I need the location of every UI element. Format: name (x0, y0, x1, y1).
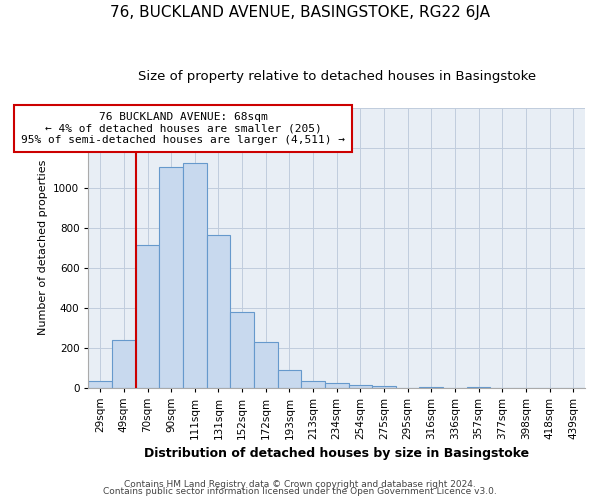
Text: Contains public sector information licensed under the Open Government Licence v3: Contains public sector information licen… (103, 487, 497, 496)
Text: 76 BUCKLAND AVENUE: 68sqm
← 4% of detached houses are smaller (205)
95% of semi-: 76 BUCKLAND AVENUE: 68sqm ← 4% of detach… (21, 112, 345, 146)
Bar (278, 370, 301, 388)
Bar (349, 384, 372, 388)
Bar (88, 380, 112, 388)
X-axis label: Distribution of detached houses by size in Basingstoke: Distribution of detached houses by size … (144, 447, 529, 460)
Bar (467, 387, 490, 388)
Bar (136, 244, 160, 388)
Bar (254, 342, 278, 388)
Y-axis label: Number of detached properties: Number of detached properties (38, 160, 47, 336)
Bar (112, 340, 136, 388)
Bar (230, 312, 254, 388)
Text: 76, BUCKLAND AVENUE, BASINGSTOKE, RG22 6JA: 76, BUCKLAND AVENUE, BASINGSTOKE, RG22 6… (110, 5, 490, 20)
Bar (206, 234, 230, 388)
Title: Size of property relative to detached houses in Basingstoke: Size of property relative to detached ho… (137, 70, 536, 83)
Bar (160, 166, 183, 388)
Bar (419, 386, 443, 388)
Bar (372, 386, 396, 388)
Bar (301, 381, 325, 388)
Bar (325, 383, 349, 388)
Text: Contains HM Land Registry data © Crown copyright and database right 2024.: Contains HM Land Registry data © Crown c… (124, 480, 476, 489)
Bar (183, 162, 206, 388)
